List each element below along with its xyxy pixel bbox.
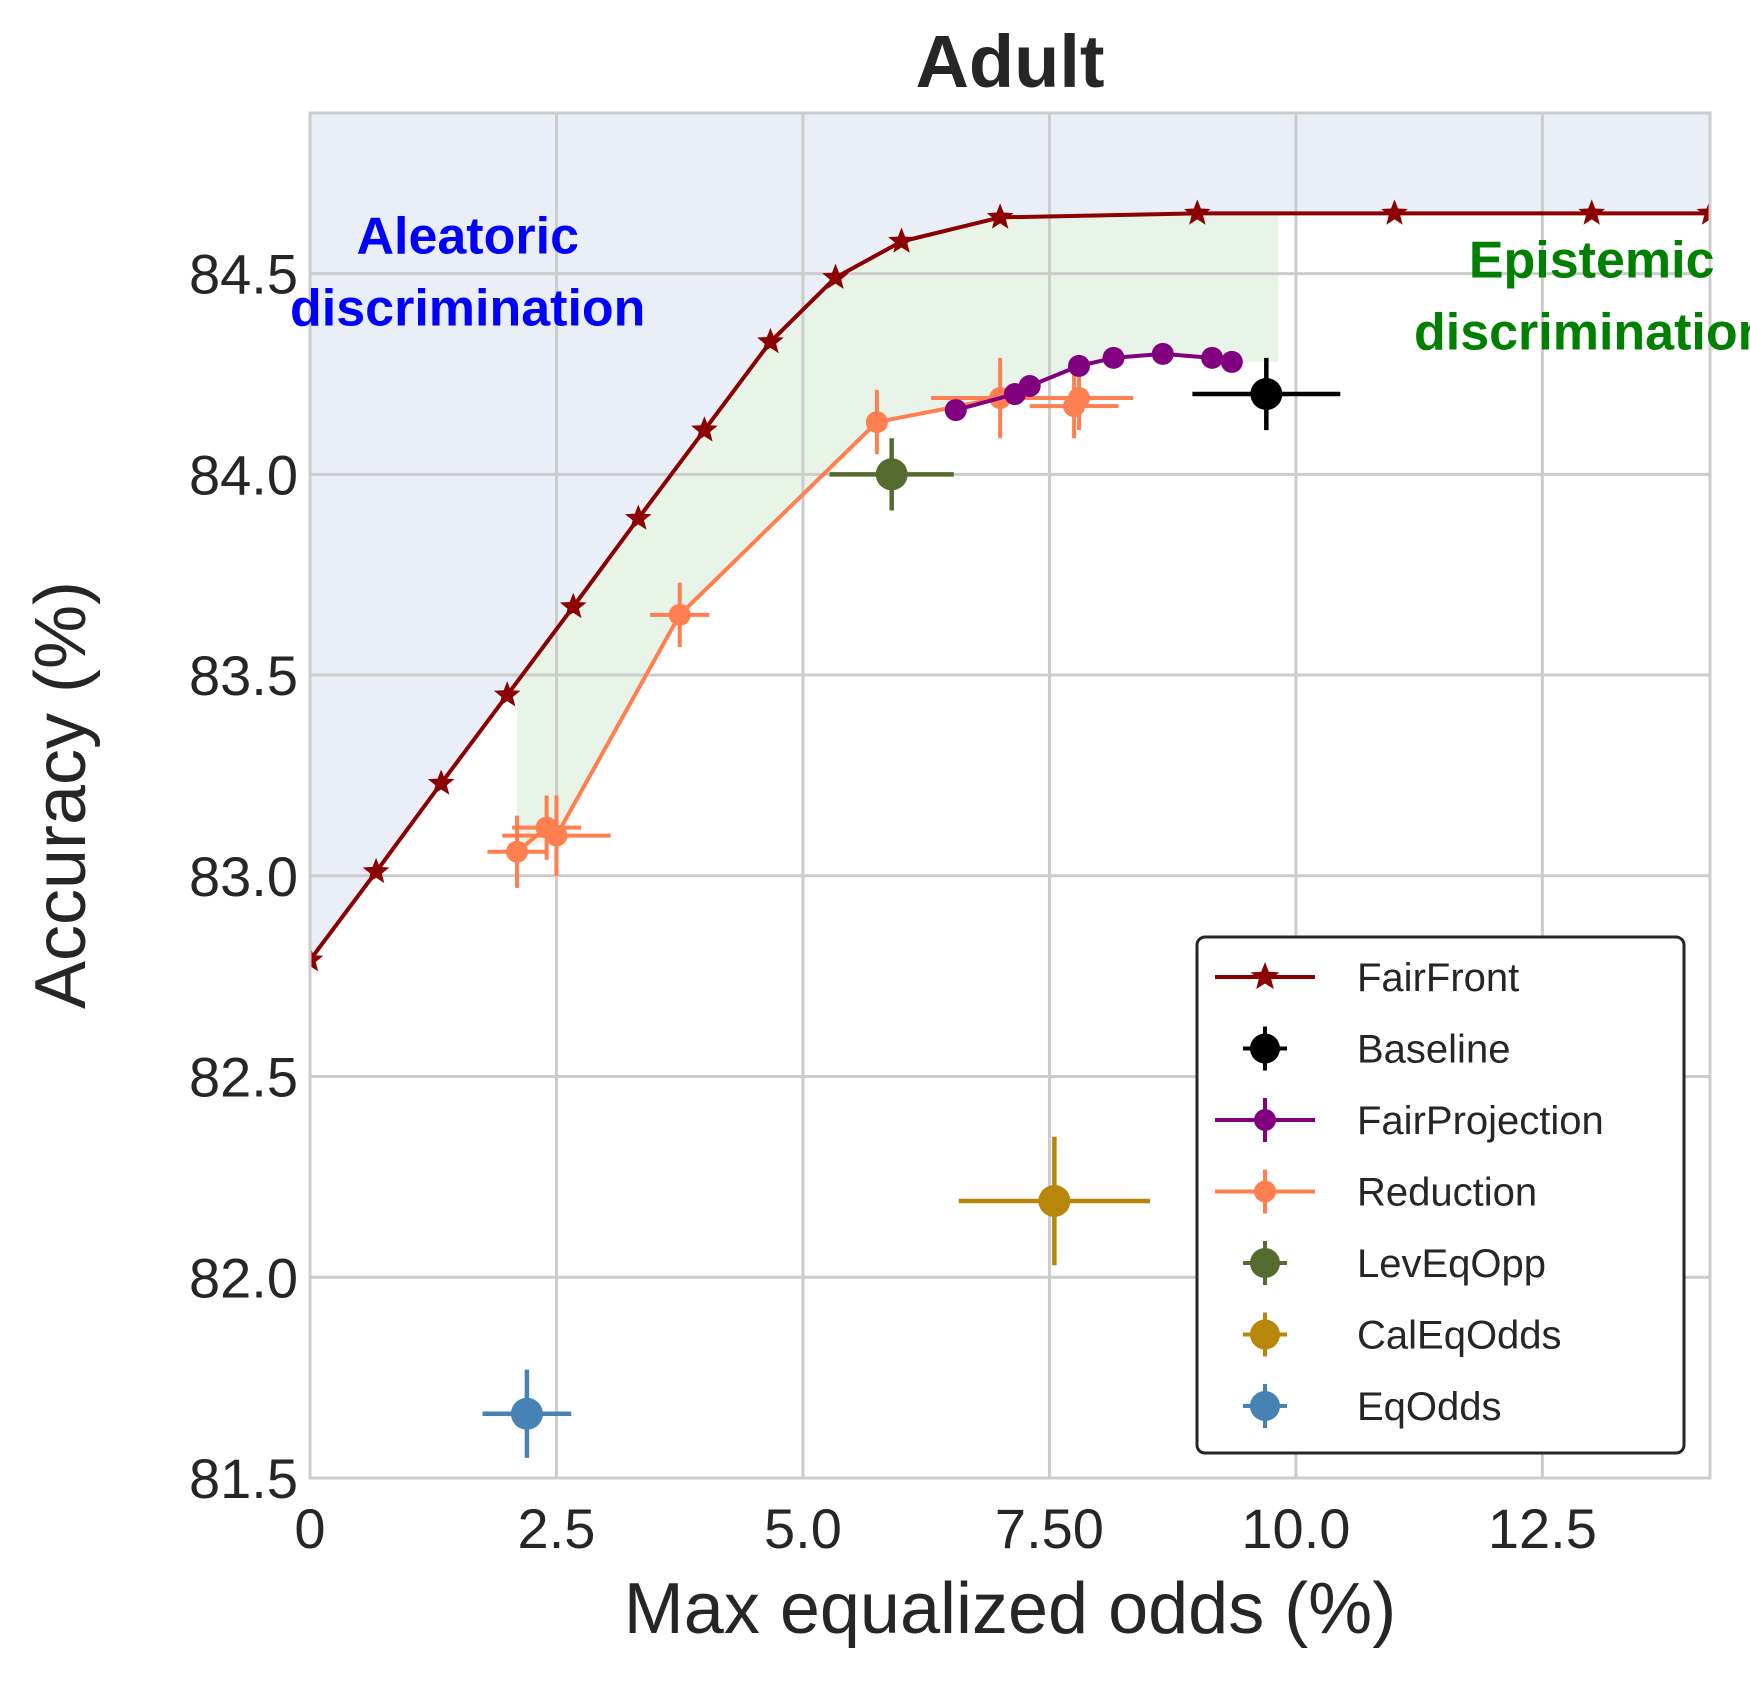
legend-marker [1250, 1391, 1280, 1421]
data-point [1578, 199, 1605, 225]
annotation-text: Aleatoric [356, 208, 579, 266]
legend-label: FairProjection [1357, 1099, 1604, 1143]
series-fairfront [310, 199, 1710, 972]
legend-label: LevEqOpp [1357, 1242, 1546, 1286]
y-tick-label: 83.0 [189, 845, 298, 908]
legend-label: FairFront [1357, 956, 1519, 1000]
y-tick-label: 84.5 [189, 243, 298, 306]
legend-item-leveqopp: LevEqOpp [1243, 1241, 1546, 1286]
legend-marker [1254, 1109, 1276, 1131]
data-point [506, 840, 529, 863]
legend-item-baseline: Baseline [1243, 1026, 1510, 1072]
legend-marker [1250, 962, 1280, 990]
legend-label: Reduction [1357, 1171, 1537, 1215]
data-point [493, 681, 521, 707]
data-point [1696, 199, 1710, 225]
data-point [865, 411, 888, 434]
data-point [822, 263, 849, 289]
series-layer [310, 199, 1710, 1458]
x-tick-label: 7.50 [995, 1497, 1104, 1560]
data-point [362, 857, 390, 884]
data-point [545, 824, 568, 847]
legend-marker [1250, 1033, 1280, 1064]
series-eqodds [482, 1369, 572, 1458]
y-tick-label: 83.5 [189, 644, 298, 707]
annotation-text: discrimination [1414, 304, 1750, 362]
data-point [1381, 199, 1408, 225]
series-baseline [1192, 357, 1341, 431]
series-leveqopp [829, 438, 954, 511]
y-axis-title: Accuracy (%) [21, 581, 101, 1009]
data-point [625, 504, 652, 530]
legend-item-reduction: Reduction [1215, 1169, 1537, 1215]
data-point [1250, 378, 1283, 411]
legend-label: EqOdds [1357, 1385, 1502, 1429]
x-tick-label: 12.5 [1488, 1497, 1597, 1560]
y-tick-labels: 81.5 82.0 82.5 83.0 83.5 84.0 84.5 [189, 243, 298, 1510]
data-point [668, 603, 691, 626]
data-point [1018, 375, 1041, 397]
data-point [1184, 199, 1211, 225]
data-point [310, 946, 324, 972]
aleatoric-region [310, 113, 1710, 961]
y-tick-label: 84.0 [189, 443, 298, 506]
y-tick-label: 82.0 [189, 1246, 298, 1309]
data-point [757, 327, 784, 354]
x-tick-label: 10.0 [1241, 1497, 1350, 1560]
legend-label: CalEqOdds [1357, 1314, 1562, 1358]
data-point [427, 769, 455, 795]
legend-marker [1250, 1248, 1280, 1278]
data-point [1220, 350, 1243, 373]
chart-title: Adult [915, 20, 1104, 103]
x-axis-title: Max equalized odds (%) [624, 1569, 1396, 1649]
annotations: Aleatoric discrimination Epistemic discrimi… [290, 208, 1750, 362]
plot-frame [308, 111, 1712, 1480]
data-point [1068, 354, 1091, 377]
series-caleqodds [958, 1136, 1150, 1266]
legend-item-eqodds: EqOdds [1243, 1384, 1502, 1429]
annotation-text: Epistemic [1469, 232, 1715, 290]
epistemic-region [517, 213, 1279, 852]
series-fairprojection [944, 342, 1243, 422]
data-point [510, 1397, 543, 1430]
legend-item-fairfront: FairFront [1215, 956, 1519, 1000]
x-tick-label: 2.5 [518, 1497, 596, 1560]
data-point [1151, 342, 1174, 365]
x-tick-label: 0 [294, 1497, 325, 1560]
y-tick-label: 81.5 [189, 1447, 298, 1510]
legend: FairFront Baseline FairProjection Reduction… [1195, 935, 1686, 1455]
x-tick-label: 5.0 [764, 1497, 842, 1560]
y-tick-label: 82.5 [189, 1046, 298, 1109]
data-point [888, 227, 915, 253]
legend-marker [1250, 1319, 1280, 1350]
x-tick-labels: 0 2.5 5.0 7.50 10.0 12.5 [294, 1497, 1596, 1560]
data-point [1038, 1184, 1071, 1217]
data-point [1201, 346, 1224, 369]
data-point [944, 399, 967, 422]
data-point [1102, 346, 1125, 369]
legend-label: Baseline [1357, 1028, 1510, 1072]
data-point [559, 592, 587, 619]
data-point [691, 416, 718, 442]
data-point [875, 458, 908, 491]
legend-item-caleqodds: CalEqOdds [1243, 1312, 1562, 1358]
legend-marker [1254, 1180, 1276, 1203]
data-point [986, 203, 1014, 229]
legend-box [1195, 935, 1686, 1455]
legend-item-fairprojection: FairProjection [1215, 1098, 1604, 1143]
data-point [1063, 395, 1086, 418]
annotation-text: discrimination [290, 280, 645, 338]
